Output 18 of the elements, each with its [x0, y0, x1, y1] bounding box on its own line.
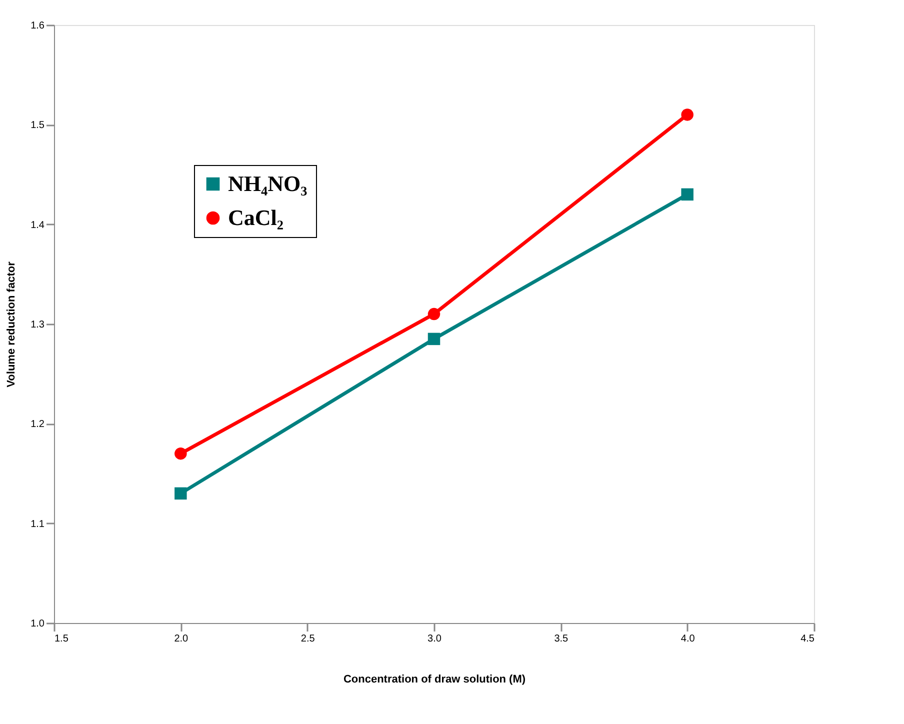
y-tick-label: 1.5: [30, 120, 45, 132]
x-tick-label: 4.0: [680, 634, 696, 644]
y-tick-label: 1.2: [30, 419, 45, 430]
x-tick-label: 4.5: [800, 634, 815, 644]
x-tick-label: 1.5: [54, 634, 69, 644]
x-tick-label: 2.5: [300, 634, 316, 644]
y-tick-label: 1.1: [30, 518, 45, 530]
legend-label: CaCl₂: [228, 205, 284, 230]
x-tick-label: 3.5: [554, 634, 569, 644]
y-tick-label: 1.4: [30, 220, 45, 231]
legend-label: NH₄NO₃: [228, 171, 308, 196]
y-tick-label: 1.3: [30, 320, 45, 330]
x-tick-label: 3.0: [428, 634, 442, 644]
y-tick-label: 1.6: [30, 20, 45, 32]
x-tick-label: 2.0: [174, 634, 189, 644]
y-axis-title: Volume reduction factor: [6, 260, 18, 388]
x-axis-title: Concentration of draw solution (M): [343, 674, 526, 686]
y-tick-label: 1.0: [30, 618, 45, 630]
